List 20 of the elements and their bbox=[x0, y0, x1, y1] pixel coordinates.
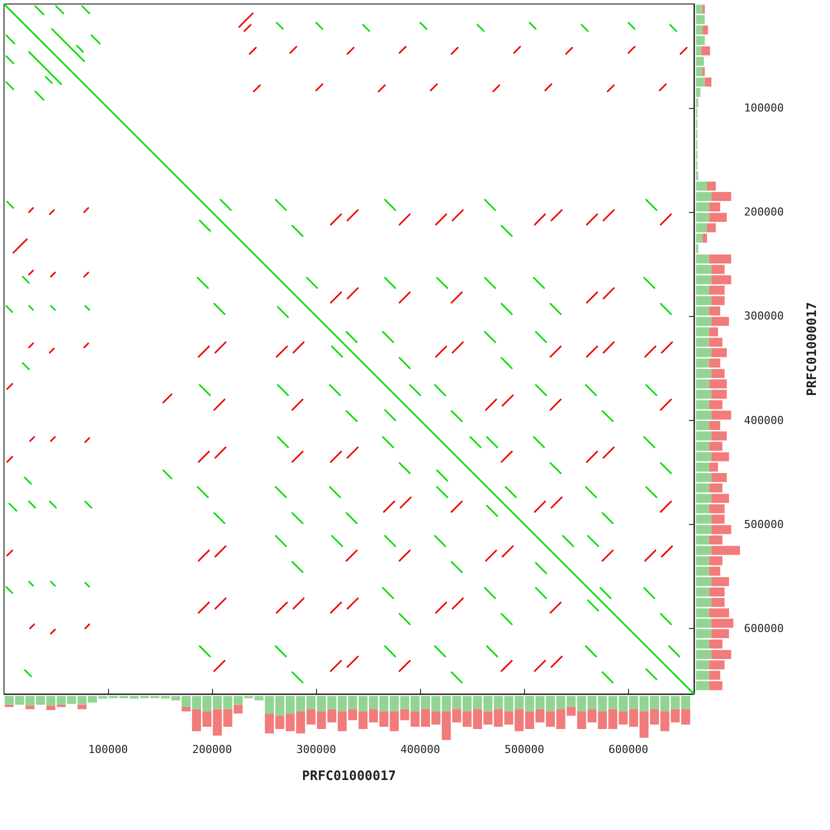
bar bbox=[701, 46, 710, 56]
bar bbox=[78, 704, 87, 710]
y-tick-label: 400000 bbox=[744, 414, 784, 427]
bar bbox=[704, 78, 712, 87]
y-tick-label: 200000 bbox=[744, 206, 784, 219]
bar bbox=[702, 234, 707, 243]
x-tick-label: 500000 bbox=[504, 743, 544, 756]
x-tick-label: 300000 bbox=[296, 743, 336, 756]
x-tick-label: 600000 bbox=[608, 743, 648, 756]
x-tick-label: 200000 bbox=[192, 743, 232, 756]
bar bbox=[26, 706, 35, 710]
bar bbox=[702, 26, 708, 35]
x-tick-label: 100000 bbox=[88, 743, 128, 756]
x-tick-label: 400000 bbox=[400, 743, 440, 756]
y-tick-label: 500000 bbox=[744, 518, 784, 531]
y-tick-label: 100000 bbox=[744, 102, 784, 115]
y-tick-label: 300000 bbox=[744, 310, 784, 323]
x-axis-title: PRFC01000017 bbox=[302, 769, 396, 784]
y-tick-label: 600000 bbox=[744, 622, 784, 635]
y-axis-title: PRFC01000017 bbox=[805, 302, 820, 396]
